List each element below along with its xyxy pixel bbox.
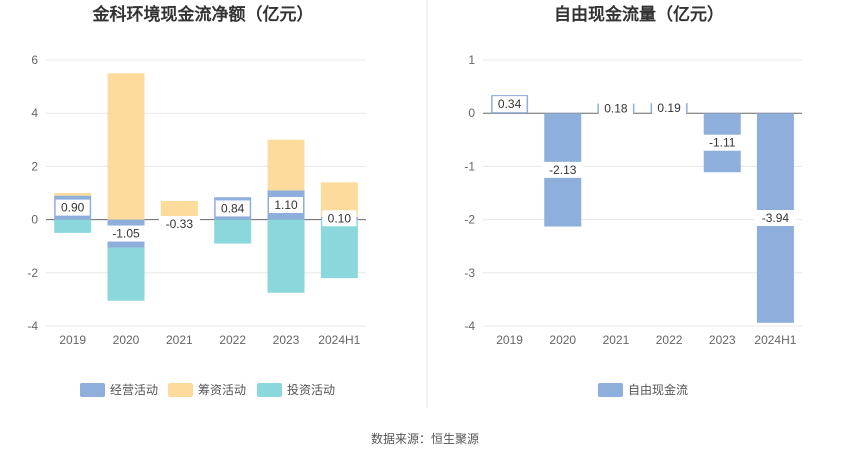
x-tick-label: 2023 [273,333,300,347]
data-label-bg [701,134,743,151]
data-label: 1.10 [274,198,298,212]
bar-筹资活动-2019 [54,193,92,196]
legend-label[interactable]: 自由现金流 [628,382,688,397]
data-label: -1.11 [709,136,736,150]
y-tick-label: 1 [468,53,475,67]
cash-flow-net-chart: 金科环境现金流净额（亿元） -4 -2 0 2 4 6 2019 2020 2021 2022 202… [27,4,366,397]
bar-投资活动-2024H1 [320,219,358,279]
data-label-bg [105,225,147,242]
data-label: -2.13 [549,163,577,177]
data-label: -3.94 [762,211,790,225]
x-tick-label: 2023 [709,333,736,347]
y-tick-label: -1 [464,159,475,173]
bar-筹资活动-2020 [107,73,145,220]
free-cash-flow-chart: 自由现金流量（亿元） -4 -3 -2 -1 0 1 2019 2020 2021 2022 2023… [464,4,802,397]
y-tick-label: 0 [31,213,38,227]
data-label-bg [492,96,527,113]
y-tick-label: 4 [31,106,38,120]
y-tick-label: 6 [31,53,38,67]
legend-swatch[interactable] [598,383,623,397]
data-label-bg [542,161,584,178]
data-label-bg [598,100,633,117]
data-label: -1.05 [112,227,140,241]
data-label-bg [322,210,357,227]
x-tick-label: 2024H1 [754,333,796,347]
y-tick-label: -4 [464,319,475,333]
data-source-note: 数据来源：恒生聚源 [371,431,479,446]
x-tick-label: 2021 [603,333,630,347]
x-tick-label: 2020 [113,333,140,347]
bar-投资活动-2023 [267,219,305,293]
x-tick-label: 2024H1 [318,333,360,347]
legend-label[interactable]: 投资活动 [287,382,335,397]
legend-swatch[interactable] [168,383,193,397]
data-label-bg [754,210,796,227]
chart-title: 自由现金流量（亿元） [554,4,724,24]
bar-投资活动-2020 [107,247,145,301]
y-tick-label: 0 [468,106,475,120]
x-tick-label: 2019 [496,333,523,347]
legend-label[interactable]: 筹资活动 [198,383,246,397]
x-tick-label: 2020 [549,333,576,347]
y-tick-label: -3 [464,266,475,280]
data-label-bg [269,196,303,213]
data-label-bg [158,215,200,232]
data-label: 0.34 [498,97,522,111]
data-label: 0.84 [221,201,245,215]
x-tick-label: 2021 [166,333,193,347]
x-tick-label: 2019 [59,333,86,347]
data-label: -0.33 [166,217,194,231]
data-label: 0.90 [61,201,85,215]
y-tick-label: -2 [464,213,475,227]
data-label: 0.10 [328,211,352,225]
data-label: 0.18 [604,101,628,115]
bar-投资活动-2019 [54,219,92,233]
bar-投资活动-2022 [214,219,252,244]
data-label-bg [652,100,687,117]
data-label: 0.19 [657,101,681,115]
bar-筹资活动-2023 [267,139,305,191]
x-tick-label: 2022 [219,333,246,347]
y-tick-label: -2 [27,266,38,280]
y-tick-label: -4 [27,319,38,333]
chart-title: 金科环境现金流净额（亿元） [92,4,314,24]
y-tick-label: 2 [31,159,38,173]
x-tick-label: 2022 [656,333,683,347]
legend-swatch[interactable] [257,383,282,397]
data-label-bg [55,199,90,216]
legend-swatch[interactable] [80,383,105,397]
legend-label[interactable]: 经营活动 [110,383,158,397]
bar-筹资活动-2021 [160,200,198,220]
data-label-bg [215,200,250,217]
